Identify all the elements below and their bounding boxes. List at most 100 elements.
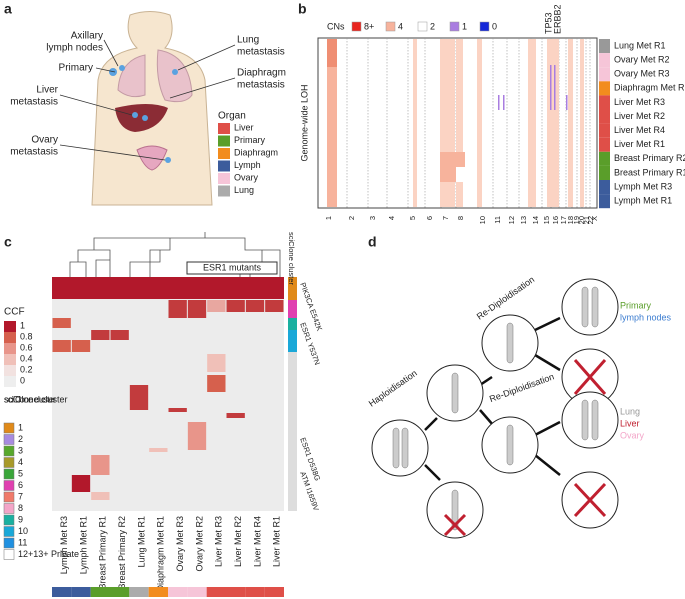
group-label: Ovary (620, 430, 645, 440)
sample-label: Liver Met R3 (214, 516, 224, 567)
cluster-label: 12+13+ Private (18, 549, 79, 559)
cluster-label: 6 (18, 480, 23, 490)
sample-color (52, 587, 72, 597)
sample-label: Lymph Met R1 (614, 195, 672, 205)
cluster-swatch (3, 514, 15, 526)
annotation: Lung (237, 35, 259, 46)
cn-gain (456, 39, 463, 207)
ccf-tick-label: 0.2 (20, 364, 33, 374)
annotation: metastasis (237, 80, 285, 91)
cn-gain (568, 39, 573, 207)
panel-label: b (298, 1, 307, 17)
chromosome-label: 18 (566, 216, 575, 224)
legend-title: CCF (4, 307, 25, 318)
sample-label: Liver Met R1 (272, 516, 282, 567)
sample-color (129, 587, 149, 597)
legend-label: 8+ (364, 21, 374, 31)
arrows (424, 316, 561, 481)
loh-column (327, 39, 337, 207)
sample-color (599, 109, 610, 124)
ccf-block (149, 448, 168, 452)
cn-loss (550, 65, 552, 110)
cluster-label: 4 (18, 457, 23, 467)
sample-color (599, 123, 610, 138)
annotation: metastasis (237, 47, 285, 58)
ccf-block (52, 340, 71, 352)
legend-swatch (218, 148, 230, 159)
heatmap-background (52, 277, 284, 511)
panel-label: d (368, 234, 377, 250)
cluster-swatch (3, 422, 15, 434)
sample-color (226, 587, 246, 597)
cn-loss (498, 95, 500, 110)
chromosome-label: 1 (324, 216, 333, 220)
legend-label: 4 (398, 21, 403, 31)
sample-color (110, 587, 130, 597)
cluster-bar (288, 330, 297, 352)
chromosome (591, 399, 599, 441)
ccf-tick-label: 1 (20, 320, 25, 330)
body-illustration (59, 11, 236, 206)
step-label: Haploidisation (367, 368, 419, 409)
ccf-swatch (4, 343, 16, 354)
cluster-label: 7 (18, 491, 23, 501)
gene-label: ERBB2 (552, 4, 562, 34)
ccf-block (226, 413, 245, 418)
legend-swatch (218, 173, 230, 184)
legend-swatch (218, 160, 230, 172)
ccf-block (52, 277, 284, 299)
cell (561, 391, 619, 449)
sample-color (599, 165, 610, 180)
sample-color (599, 53, 610, 68)
chromosome-label: 20 (577, 216, 586, 224)
cluster-label: 9 (18, 514, 23, 524)
chromosome-label: 16 (551, 216, 560, 224)
cluster-label: 11 (18, 537, 27, 547)
sample-color (599, 137, 610, 152)
legend-label: Primary (234, 135, 265, 145)
legend-label: Liver (234, 122, 254, 132)
cluster-swatch (3, 537, 15, 549)
sample-label: Liver Met R4 (252, 516, 262, 567)
panel-label: c (4, 234, 12, 250)
cluster-swatch (3, 491, 15, 503)
chromosome-label: 7 (441, 216, 450, 220)
sample-label: Liver Met R4 (614, 125, 665, 135)
chromosome-label: 5 (408, 216, 417, 220)
chromosome-label: 21 (582, 216, 591, 224)
ccf-block (91, 492, 110, 500)
sample-label: Liver Met R2 (614, 111, 665, 121)
ccf-swatch (4, 354, 16, 365)
sample-color (599, 95, 610, 110)
annotation: lymph nodes (46, 43, 103, 54)
ccf-block (187, 422, 207, 450)
ccf-block (187, 300, 207, 318)
ccf-block (207, 375, 226, 392)
chromosome-label: 3 (368, 216, 377, 220)
chromosome (392, 427, 400, 469)
ccf-block (110, 330, 129, 340)
ccf-swatch (4, 321, 16, 332)
sample-label: Liver Met R3 (614, 97, 665, 107)
chromosome-label: 19 (572, 216, 581, 224)
legend-title: Organ (218, 111, 246, 122)
sample-color (599, 180, 610, 195)
cn-loss (566, 95, 568, 110)
ccf-block (168, 408, 187, 412)
group-label: lymph nodes (620, 312, 672, 322)
cross (573, 359, 607, 395)
sample-color (599, 39, 610, 54)
legend-label: 1 (462, 21, 467, 31)
ccf-block (265, 300, 284, 312)
cluster-swatch (3, 434, 15, 445)
legend-swatch (218, 135, 230, 147)
ccf-swatch (4, 332, 16, 343)
sample-color (71, 587, 91, 597)
cluster-bar (288, 318, 297, 330)
sample-label: Diaphragm Met R1 (614, 83, 685, 93)
cn-gain (413, 39, 417, 207)
legend-title: sciClone cluster (4, 394, 68, 404)
panel-label: a (4, 1, 12, 17)
bracket-label: ESR1 mutants (203, 262, 262, 272)
ccf-block (91, 330, 110, 340)
